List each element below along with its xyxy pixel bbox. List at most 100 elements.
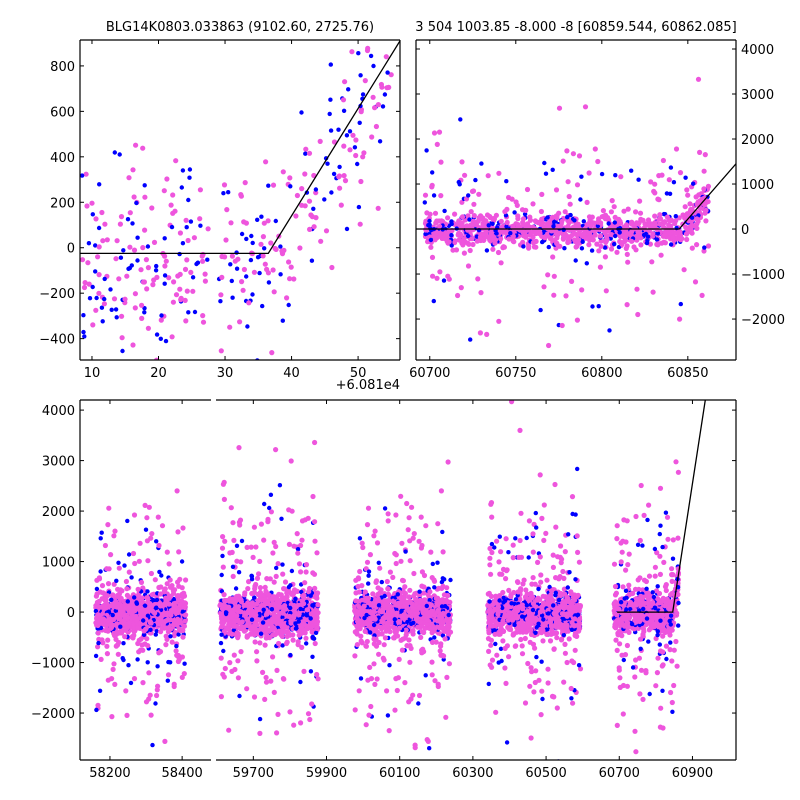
- data-point-pink: [146, 670, 152, 676]
- data-point-pink: [228, 220, 234, 226]
- data-point-blue: [99, 305, 105, 310]
- data-point-pink: [352, 653, 358, 659]
- data-point-pink: [291, 543, 297, 549]
- data-point-blue: [205, 257, 210, 262]
- top-right-title: 3 504 1003.85 -8.000 -8 [60859.544, 6086…: [415, 20, 736, 35]
- data-point-pink: [406, 609, 412, 615]
- data-point-pink: [231, 537, 237, 544]
- data-point-blue: [579, 174, 584, 179]
- data-point-pink: [530, 240, 537, 246]
- data-point-blue: [328, 62, 333, 67]
- data-point-blue: [552, 219, 557, 225]
- data-point-blue: [280, 318, 285, 323]
- data-point-pink: [312, 439, 318, 446]
- data-point-pink: [299, 186, 305, 192]
- data-point-pink: [159, 523, 166, 529]
- data-point-pink: [404, 500, 410, 507]
- data-point-pink: [144, 595, 150, 601]
- data-point-blue: [288, 605, 293, 611]
- data-point-pink: [435, 521, 441, 527]
- data-point-pink: [660, 157, 667, 164]
- data-point-pink: [105, 677, 111, 683]
- data-point-pink: [551, 292, 557, 298]
- data-point-pink: [98, 656, 104, 663]
- data-point-blue: [304, 613, 309, 618]
- data-point-pink: [85, 260, 91, 266]
- data-point-pink: [235, 617, 241, 623]
- data-point-pink: [185, 237, 191, 244]
- data-point-pink: [567, 201, 573, 207]
- data-point-pink: [673, 146, 680, 152]
- data-point-pink: [288, 264, 294, 270]
- data-point-pink: [478, 231, 485, 237]
- data-point-pink: [428, 244, 434, 250]
- data-point-blue: [180, 609, 185, 614]
- data-point-blue: [218, 640, 224, 646]
- data-point-pink: [217, 602, 224, 608]
- data-point-pink: [411, 531, 417, 537]
- data-point-pink: [297, 245, 303, 251]
- data-point-pink: [476, 191, 482, 197]
- data-point-pink: [118, 630, 125, 636]
- data-point-blue: [252, 595, 257, 600]
- data-point-pink: [144, 286, 150, 292]
- data-point-pink: [655, 196, 661, 202]
- data-point-pink: [383, 628, 389, 634]
- data-point-pink: [496, 318, 502, 324]
- data-point-blue: [99, 530, 104, 535]
- data-point-pink: [170, 192, 176, 198]
- data-point-pink: [105, 637, 111, 643]
- data-point-pink: [270, 654, 276, 660]
- data-point-blue: [169, 224, 175, 230]
- data-point-pink: [243, 220, 249, 226]
- data-point-blue: [162, 236, 167, 241]
- data-point-blue: [327, 111, 332, 117]
- data-point-pink: [279, 595, 286, 601]
- data-point-pink: [347, 147, 353, 153]
- data-point-pink: [457, 222, 464, 228]
- data-point-blue: [120, 656, 125, 661]
- data-point-pink: [238, 649, 244, 655]
- data-point-pink: [485, 173, 491, 179]
- data-point-pink: [254, 601, 260, 607]
- data-point-pink: [113, 636, 119, 643]
- data-point-blue: [379, 579, 384, 585]
- data-point-pink: [306, 198, 313, 204]
- data-point-pink: [123, 578, 129, 585]
- data-point-pink: [443, 714, 449, 720]
- data-point-pink: [139, 595, 145, 601]
- data-point-pink: [202, 278, 208, 284]
- data-point-blue: [230, 295, 235, 300]
- data-point-blue: [613, 233, 618, 239]
- data-point-pink: [309, 214, 315, 220]
- data-point-blue: [239, 538, 245, 544]
- data-point-pink: [276, 640, 282, 647]
- data-point-pink: [172, 587, 178, 593]
- data-point-pink: [274, 730, 280, 736]
- data-point-pink: [129, 599, 135, 605]
- top-left-title: BLG14K0803.033863 (9102.60, 2725.76): [106, 20, 374, 35]
- data-point-pink: [166, 561, 172, 567]
- data-point-blue: [602, 245, 608, 250]
- data-point-blue: [629, 168, 634, 173]
- data-point-blue: [422, 200, 427, 205]
- data-point-pink: [286, 541, 292, 548]
- data-point-pink: [224, 616, 230, 623]
- data-point-pink: [323, 228, 330, 234]
- data-point-blue: [428, 237, 434, 243]
- data-point-blue: [154, 539, 159, 544]
- data-point-pink: [479, 216, 486, 222]
- data-point-pink: [266, 635, 273, 641]
- data-point-blue: [325, 161, 330, 166]
- data-point-pink: [99, 583, 106, 589]
- data-point-pink: [110, 592, 116, 598]
- data-point-pink: [406, 699, 412, 705]
- data-point-pink: [410, 628, 416, 634]
- data-point-pink: [80, 257, 86, 263]
- data-point-pink: [506, 194, 512, 201]
- data-point-pink: [393, 512, 399, 518]
- data-point-blue: [109, 307, 114, 312]
- data-point-pink: [282, 579, 289, 585]
- data-point-blue: [336, 127, 341, 132]
- data-point-blue: [237, 693, 242, 699]
